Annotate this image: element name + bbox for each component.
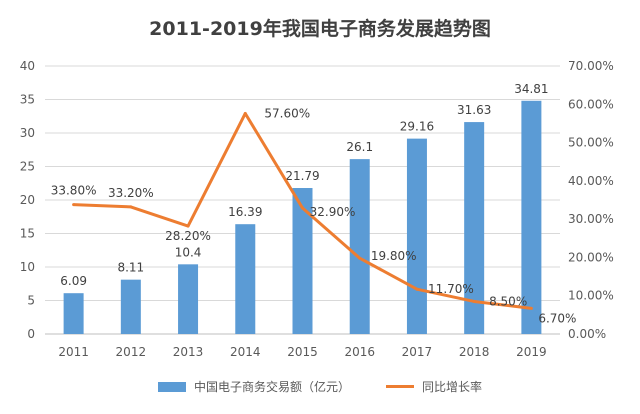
y-right-tick-label: 50.00% (568, 136, 614, 150)
y-left-tick-label: 35 (20, 93, 35, 107)
y-left-tick-label: 0 (27, 327, 35, 341)
line-point (243, 111, 247, 115)
y-right-tick-label: 70.00% (568, 59, 614, 73)
bar-value-label: 34.81 (514, 82, 548, 96)
legend-label-growth-rate: 同比增长率 (422, 380, 483, 394)
line-point (415, 287, 419, 291)
line-value-label: 33.20% (108, 186, 154, 200)
x-tick-label: 2014 (230, 345, 261, 359)
y-left-tick-label: 10 (20, 260, 35, 274)
y-left-tick-label: 15 (20, 227, 35, 241)
legend-swatch-bar (157, 381, 186, 392)
bar (292, 188, 313, 334)
y-left-tick-label: 30 (20, 126, 35, 140)
line-value-label: 8.50% (489, 294, 527, 308)
y-right-tick-label: 20.00% (568, 250, 614, 264)
legend-item-trade-volume[interactable]: 中国电子商务交易额（亿元） (157, 378, 350, 395)
line-value-label: 19.80% (371, 249, 417, 263)
bar (235, 224, 256, 334)
x-tick-label: 2017 (402, 345, 433, 359)
x-tick-label: 2012 (116, 345, 147, 359)
x-tick-label: 2015 (287, 345, 318, 359)
bar-value-label: 29.16 (400, 120, 434, 134)
y-right-tick-label: 0.00% (568, 327, 606, 341)
x-tick-label: 2016 (344, 345, 375, 359)
y-left-tick-label: 20 (20, 193, 35, 207)
y-left-tick-label: 5 (27, 294, 35, 308)
bar-value-label: 16.39 (228, 205, 262, 219)
bar (63, 293, 84, 334)
bar (464, 122, 485, 334)
legend-swatch-line (386, 385, 414, 388)
legend-item-growth-rate[interactable]: 同比增长率 (386, 378, 482, 395)
y-left-tick-label: 25 (20, 160, 35, 174)
line-value-label: 6.70% (538, 311, 576, 325)
bar (521, 100, 542, 334)
line-value-label: 32.90% (310, 205, 356, 219)
line-point (186, 224, 190, 228)
bar-value-label: 26.1 (346, 140, 373, 154)
legend-label-trade-volume: 中国电子商务交易额（亿元） (193, 380, 350, 394)
y-right-tick-label: 30.00% (568, 212, 614, 226)
line-point (301, 206, 304, 210)
x-tick-label: 2013 (173, 345, 204, 359)
bar-value-label: 6.09 (60, 274, 87, 288)
line-value-label: 28.20% (165, 229, 211, 243)
x-tick-label: 2011 (58, 345, 89, 359)
x-tick-label: 2019 (516, 345, 547, 359)
y-left-tick-label: 40 (20, 59, 35, 73)
line-value-label: 33.80% (51, 184, 97, 198)
bar (406, 138, 427, 334)
line-point (129, 205, 133, 209)
bar (120, 279, 141, 334)
line-point (72, 203, 76, 207)
chart-title: 2011-2019年我国电子商务发展趋势图 (149, 18, 491, 40)
y-right-tick-label: 60.00% (568, 97, 614, 111)
line-point (529, 306, 533, 310)
bar (349, 159, 370, 334)
line-value-label: 57.60% (264, 106, 310, 120)
bar-value-label: 31.63 (457, 103, 491, 117)
line-value-label: 11.70% (428, 282, 474, 296)
chart-legend: 中国电子商务交易额（亿元） 同比增长率 (0, 378, 640, 395)
bar-value-label: 21.79 (285, 169, 319, 183)
bar (178, 264, 199, 334)
line-point (358, 256, 362, 260)
y-right-tick-label: 10.00% (568, 289, 614, 303)
x-tick-label: 2018 (459, 345, 490, 359)
y-right-tick-label: 40.00% (568, 174, 614, 188)
bar-value-label: 10.4 (175, 245, 202, 259)
line-point (472, 299, 476, 303)
bar-value-label: 8.11 (117, 261, 144, 275)
